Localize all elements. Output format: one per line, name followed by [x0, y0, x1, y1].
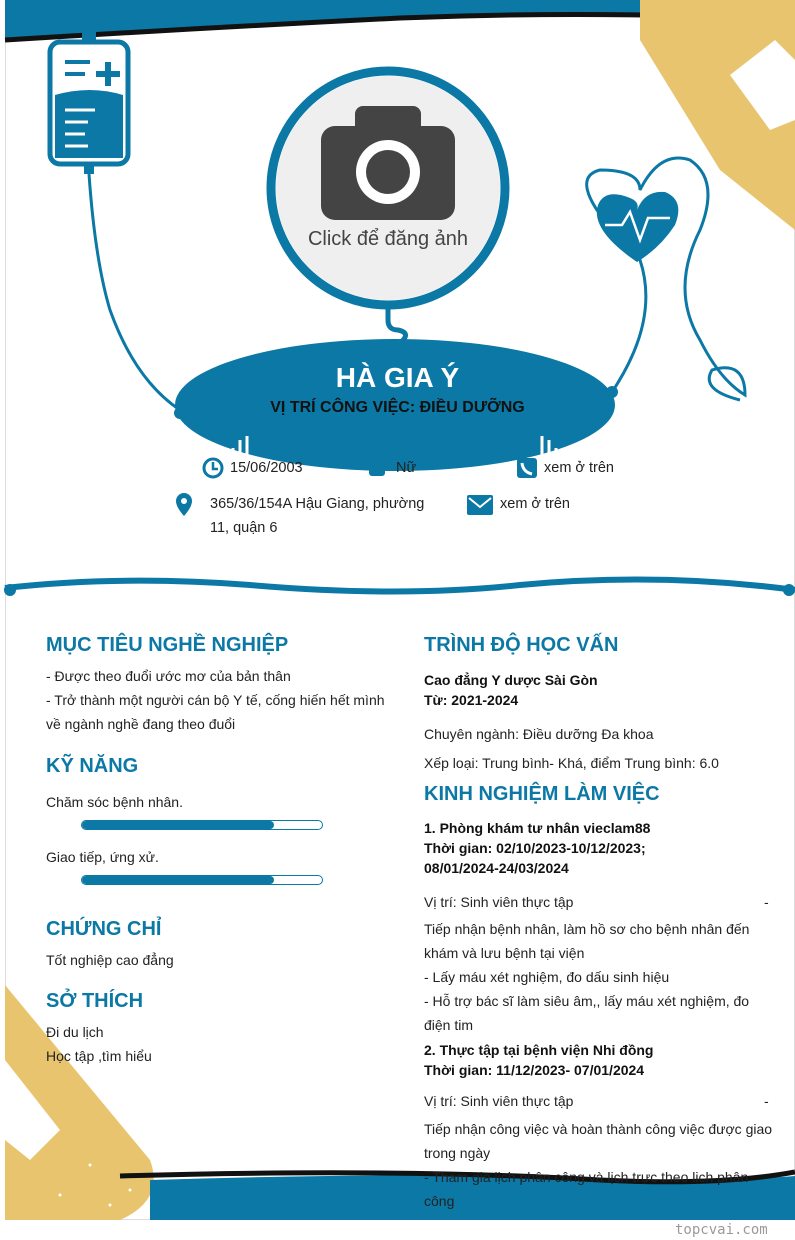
hobby-item: Học tập ,tìm hiểu [46, 1048, 152, 1064]
skill-name: Giao tiếp, ứng xử. [46, 849, 159, 865]
job-2-duties: Tiếp nhận công việc và hoàn thành công v… [424, 1117, 772, 1213]
candidate-name: HÀ GIA Ý [335, 362, 460, 393]
phone-icon [517, 458, 537, 478]
objective-line: - Được theo đuổi ước mơ của bản thân [46, 668, 291, 684]
job-position: VỊ TRÍ CÔNG VIỆC: ĐIỀU DƯỠNG [270, 399, 525, 416]
duty-line: Tiếp nhận công việc và hoàn thành công v… [424, 1121, 773, 1137]
gold-corner-bottom [5, 985, 154, 1220]
iv-bag-icon [47, 22, 131, 174]
duty-line: công [424, 1193, 455, 1209]
objective-line: - Trở thành một người cán bộ Y tế, cống … [46, 692, 385, 708]
job-1-header: 1. Phòng khám tư nhân vieclam88 Thời gia… [424, 818, 650, 878]
duty-line: trong ngày [424, 1145, 491, 1161]
job-time: Thời gian: 02/10/2023-10/12/2023; [424, 840, 646, 856]
grade: Xếp loại: Trung bình- Khá, điểm Trung bì… [424, 755, 719, 771]
watermark: topcvai.com [675, 1222, 768, 1238]
certificates-heading: CHỨNG CHỈ [46, 918, 162, 940]
school-name: Cao đẳng Y dược Sài Gòn [424, 672, 598, 688]
skills-heading: KỸ NĂNG [46, 755, 139, 777]
phone: xem ở trên [544, 460, 614, 476]
job-name: 2. Thực tập tại bệnh viện Nhi đồng [424, 1042, 654, 1058]
skill-name: Chăm sóc bệnh nhân. [46, 794, 183, 810]
gender-icon [369, 462, 385, 476]
skill-level-bar [81, 820, 323, 830]
major: Chuyên ngành: Điều dưỡng Đa khoa [424, 726, 654, 742]
skill-level-bar [81, 875, 323, 885]
hobby-item: Đi du lịch [46, 1024, 104, 1040]
gender: Nữ [396, 460, 417, 476]
education-heading: TRÌNH ĐỘ HỌC VẤN [424, 634, 619, 656]
job-2-header: 2. Thực tập tại bệnh viện Nhi đồng Thời … [424, 1040, 653, 1080]
duty-line: khám và lưu bệnh tại viện [424, 945, 585, 961]
hobbies-list: Đi du lịch Học tập ,tìm hiểu [46, 1020, 152, 1068]
dash: - [764, 894, 769, 910]
location-icon [176, 493, 192, 516]
duty-line: - Hỗ trợ bác sĩ làm siêu âm,, lấy máu xé… [424, 993, 750, 1009]
job-name: 1. Phòng khám tư nhân vieclam88 [424, 820, 651, 836]
objective-heading: MỤC TIÊU NGHỀ NGHIỆP [46, 634, 289, 656]
job-time: Thời gian: 11/12/2023- 07/01/2024 [424, 1062, 645, 1078]
duty-line: điện tim [424, 1017, 474, 1033]
email-icon [467, 495, 493, 515]
address-line-2: 11, quận 6 [210, 520, 278, 536]
address-line-1: 365/36/154A Hậu Giang, phường [210, 496, 425, 512]
camera-icon [321, 106, 455, 220]
birthday: 15/06/2003 [230, 460, 303, 476]
duty-line: Tiếp nhận bệnh nhân, làm hồ sơ cho bệnh … [424, 921, 750, 937]
upload-photo-label[interactable]: Click để đăng ảnh [307, 228, 469, 250]
objective-line: về ngành nghề đang theo đuổi [46, 716, 236, 732]
email: xem ở trên [500, 496, 570, 512]
duty-line: - Lấy máu xét nghiệm, đo dấu sinh hiệu [424, 969, 670, 985]
job-position: Vị trí: Sinh viên thực tập [424, 1093, 574, 1109]
hobbies-heading: SỞ THÍCH [46, 990, 144, 1012]
divider-wave [4, 576, 795, 595]
job-time: 08/01/2024-24/03/2024 [424, 860, 569, 876]
dash: - [764, 1093, 769, 1109]
duty-line: - Tham gia lịch phân công và lịch trực t… [424, 1169, 749, 1185]
education-period: Từ: 2021-2024 [424, 692, 519, 708]
objective-text: - Được theo đuổi ước mơ của bản thân - T… [46, 664, 385, 736]
name-banner [175, 339, 615, 471]
job-1-duties: Tiếp nhận bệnh nhân, làm hồ sơ cho bệnh … [424, 917, 749, 1037]
experience-heading: KINH NGHIỆM LÀM VIỆC [424, 783, 660, 805]
certificate-item: Tốt nghiệp cao đẳng [46, 952, 174, 968]
clock-icon [202, 457, 224, 479]
job-position: Vị trí: Sinh viên thực tập [424, 894, 574, 910]
heart-icon [596, 191, 679, 262]
